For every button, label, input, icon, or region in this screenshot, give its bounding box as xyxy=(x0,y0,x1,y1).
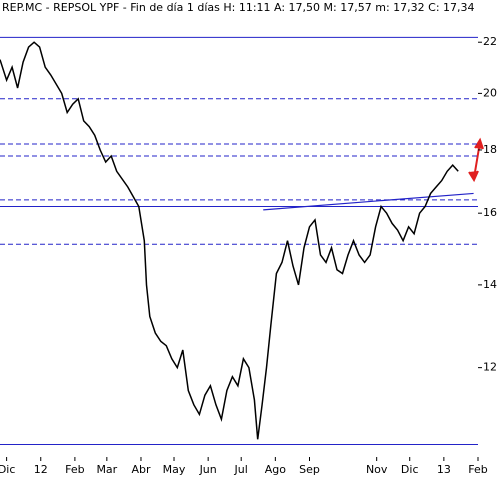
y-tick-label: 16 xyxy=(483,206,497,219)
x-tick-label: 12 xyxy=(34,463,48,476)
x-tick-label: Jun xyxy=(199,463,217,476)
red-arrow xyxy=(468,137,484,183)
y-tick-label: 12 xyxy=(483,361,497,374)
y-tick-label: 18 xyxy=(483,143,497,156)
x-tick-label: Feb xyxy=(468,463,487,476)
x-tick-label: Abr xyxy=(131,463,151,476)
x-tick-label: May xyxy=(163,463,186,476)
x-tick-label: Feb xyxy=(65,463,84,476)
x-tick-label: Mar xyxy=(96,463,117,476)
x-tick-label: Dic xyxy=(401,463,419,476)
trend-line xyxy=(263,192,474,211)
y-tick-label: 14 xyxy=(483,278,497,291)
x-tick-label: Sep xyxy=(299,463,320,476)
x-tick-label: Jul xyxy=(234,463,248,476)
x-tick-label: Dic xyxy=(0,463,15,476)
y-tick-label: 22 xyxy=(483,35,497,48)
x-tick-label: Ago xyxy=(265,463,287,476)
price-line xyxy=(0,41,459,440)
chart-title: REP.MC - REPSOL YPF - Fin de día 1 días … xyxy=(2,1,475,14)
x-tick-label: 13 xyxy=(437,463,451,476)
y-tick-label: 20 xyxy=(483,86,497,99)
x-tick-label: Nov xyxy=(366,463,388,476)
